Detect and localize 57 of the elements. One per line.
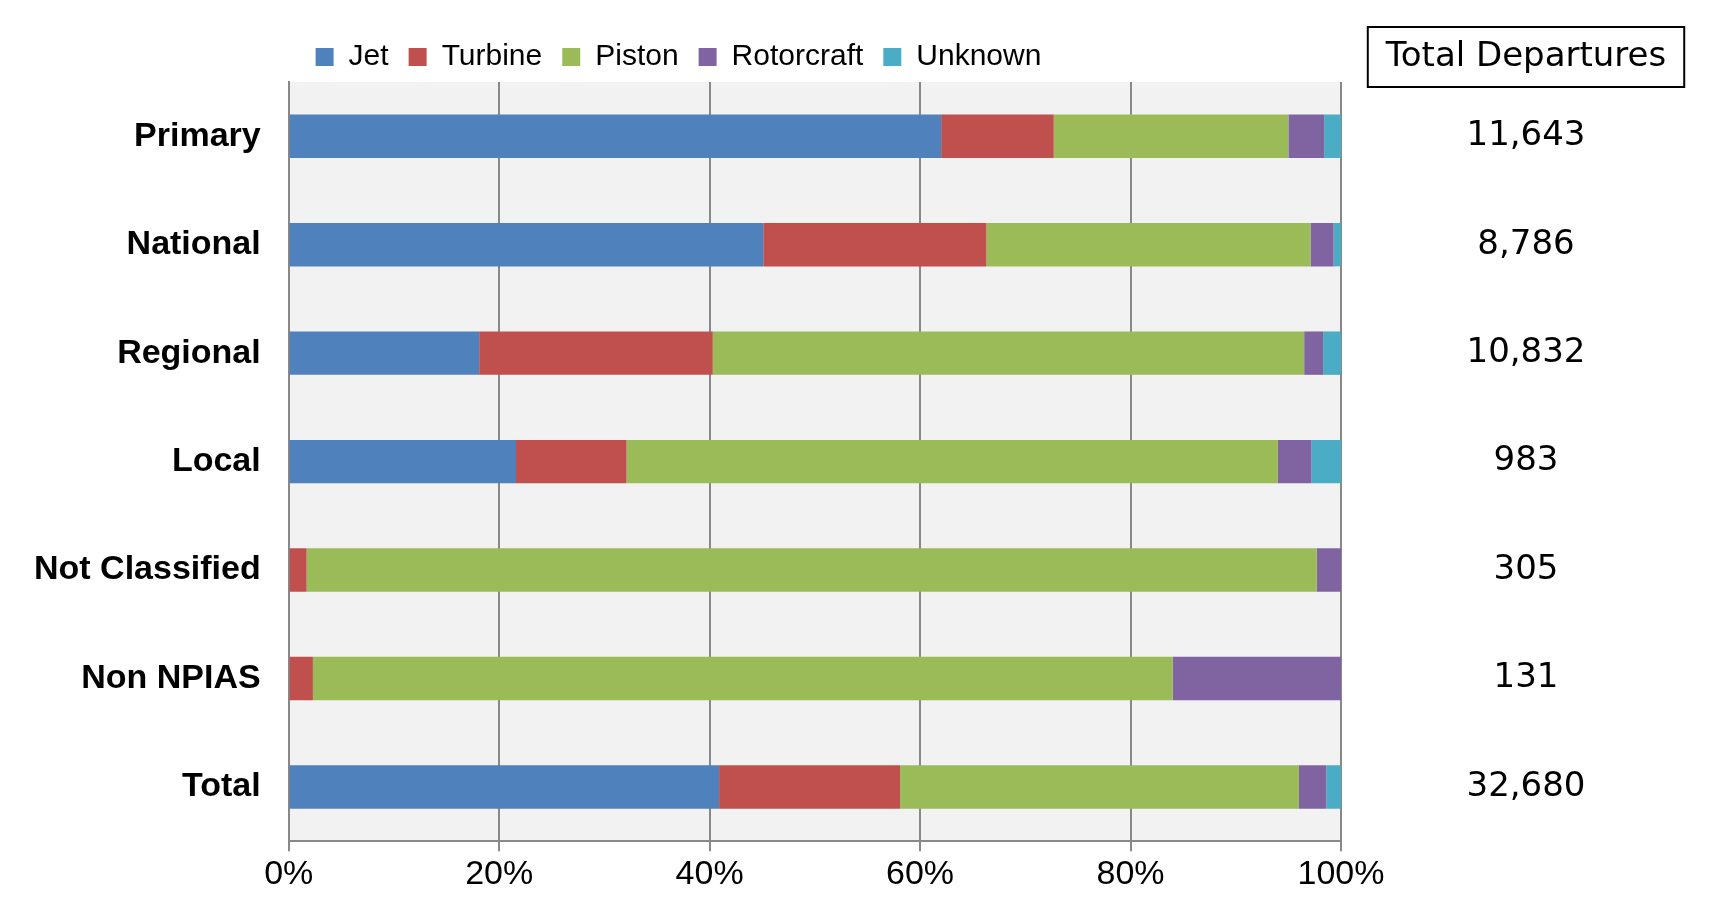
text: Total Departures: [1384, 33, 1667, 74]
y-tick-label: Local: [171, 439, 261, 478]
text: 983: [1493, 438, 1559, 479]
bar: [289, 765, 720, 809]
y-tick-label: Not Classified: [33, 548, 261, 587]
bar: [516, 439, 627, 484]
bar: [1333, 222, 1341, 267]
bar: [1304, 331, 1324, 375]
bar: [719, 765, 901, 809]
bar: [626, 439, 1278, 484]
x-tick-label: 0%: [264, 852, 314, 891]
legend-label: Piston: [595, 38, 679, 72]
bar: [1288, 114, 1325, 158]
text: 305: [1493, 546, 1559, 587]
text: 11,643: [1466, 113, 1586, 154]
y-tick-label: National: [126, 223, 261, 262]
bar: [1323, 331, 1341, 375]
legend-label: Jet: [348, 38, 390, 72]
text: 131: [1493, 655, 1559, 696]
bar: [289, 114, 942, 158]
bar: [1277, 439, 1312, 484]
bar: [479, 331, 713, 375]
bar: [1310, 222, 1334, 267]
x-tick-label: 60%: [886, 852, 955, 891]
legend-label: Unknown: [916, 38, 1042, 72]
bar: [1324, 114, 1341, 158]
bar: [1311, 439, 1341, 484]
bar: [1326, 765, 1341, 809]
bar: [1298, 765, 1327, 809]
y-tick-label: Non NPIAS: [81, 656, 261, 695]
bar: [986, 222, 1311, 267]
bar: [306, 548, 1317, 592]
x-tick-label: 80%: [1096, 852, 1165, 891]
legend-label: Turbine: [441, 38, 543, 72]
x-tick-label: 100%: [1297, 852, 1385, 891]
y-tick-label: Total: [182, 765, 261, 804]
text: 32,680: [1466, 763, 1586, 804]
bar: [289, 548, 307, 592]
bar: [312, 656, 1173, 701]
y-tick-label: Regional: [117, 331, 261, 370]
bar: [289, 439, 517, 484]
bar: [712, 331, 1305, 375]
x-tick-label: 40%: [675, 852, 744, 891]
legend-label: Rotorcraft: [731, 38, 864, 72]
bar: [289, 331, 480, 375]
text: 8,786: [1477, 221, 1575, 262]
text: 10,832: [1466, 329, 1586, 370]
bar: [900, 765, 1299, 809]
y-tick-label: Primary: [134, 114, 261, 153]
x-tick-label: 20%: [465, 852, 534, 891]
bar: [1172, 656, 1341, 701]
bar: [1316, 548, 1341, 592]
bar: [289, 656, 313, 701]
bar: [1053, 114, 1289, 158]
bar: [763, 222, 987, 267]
bar: [941, 114, 1054, 158]
bar: [289, 222, 764, 267]
